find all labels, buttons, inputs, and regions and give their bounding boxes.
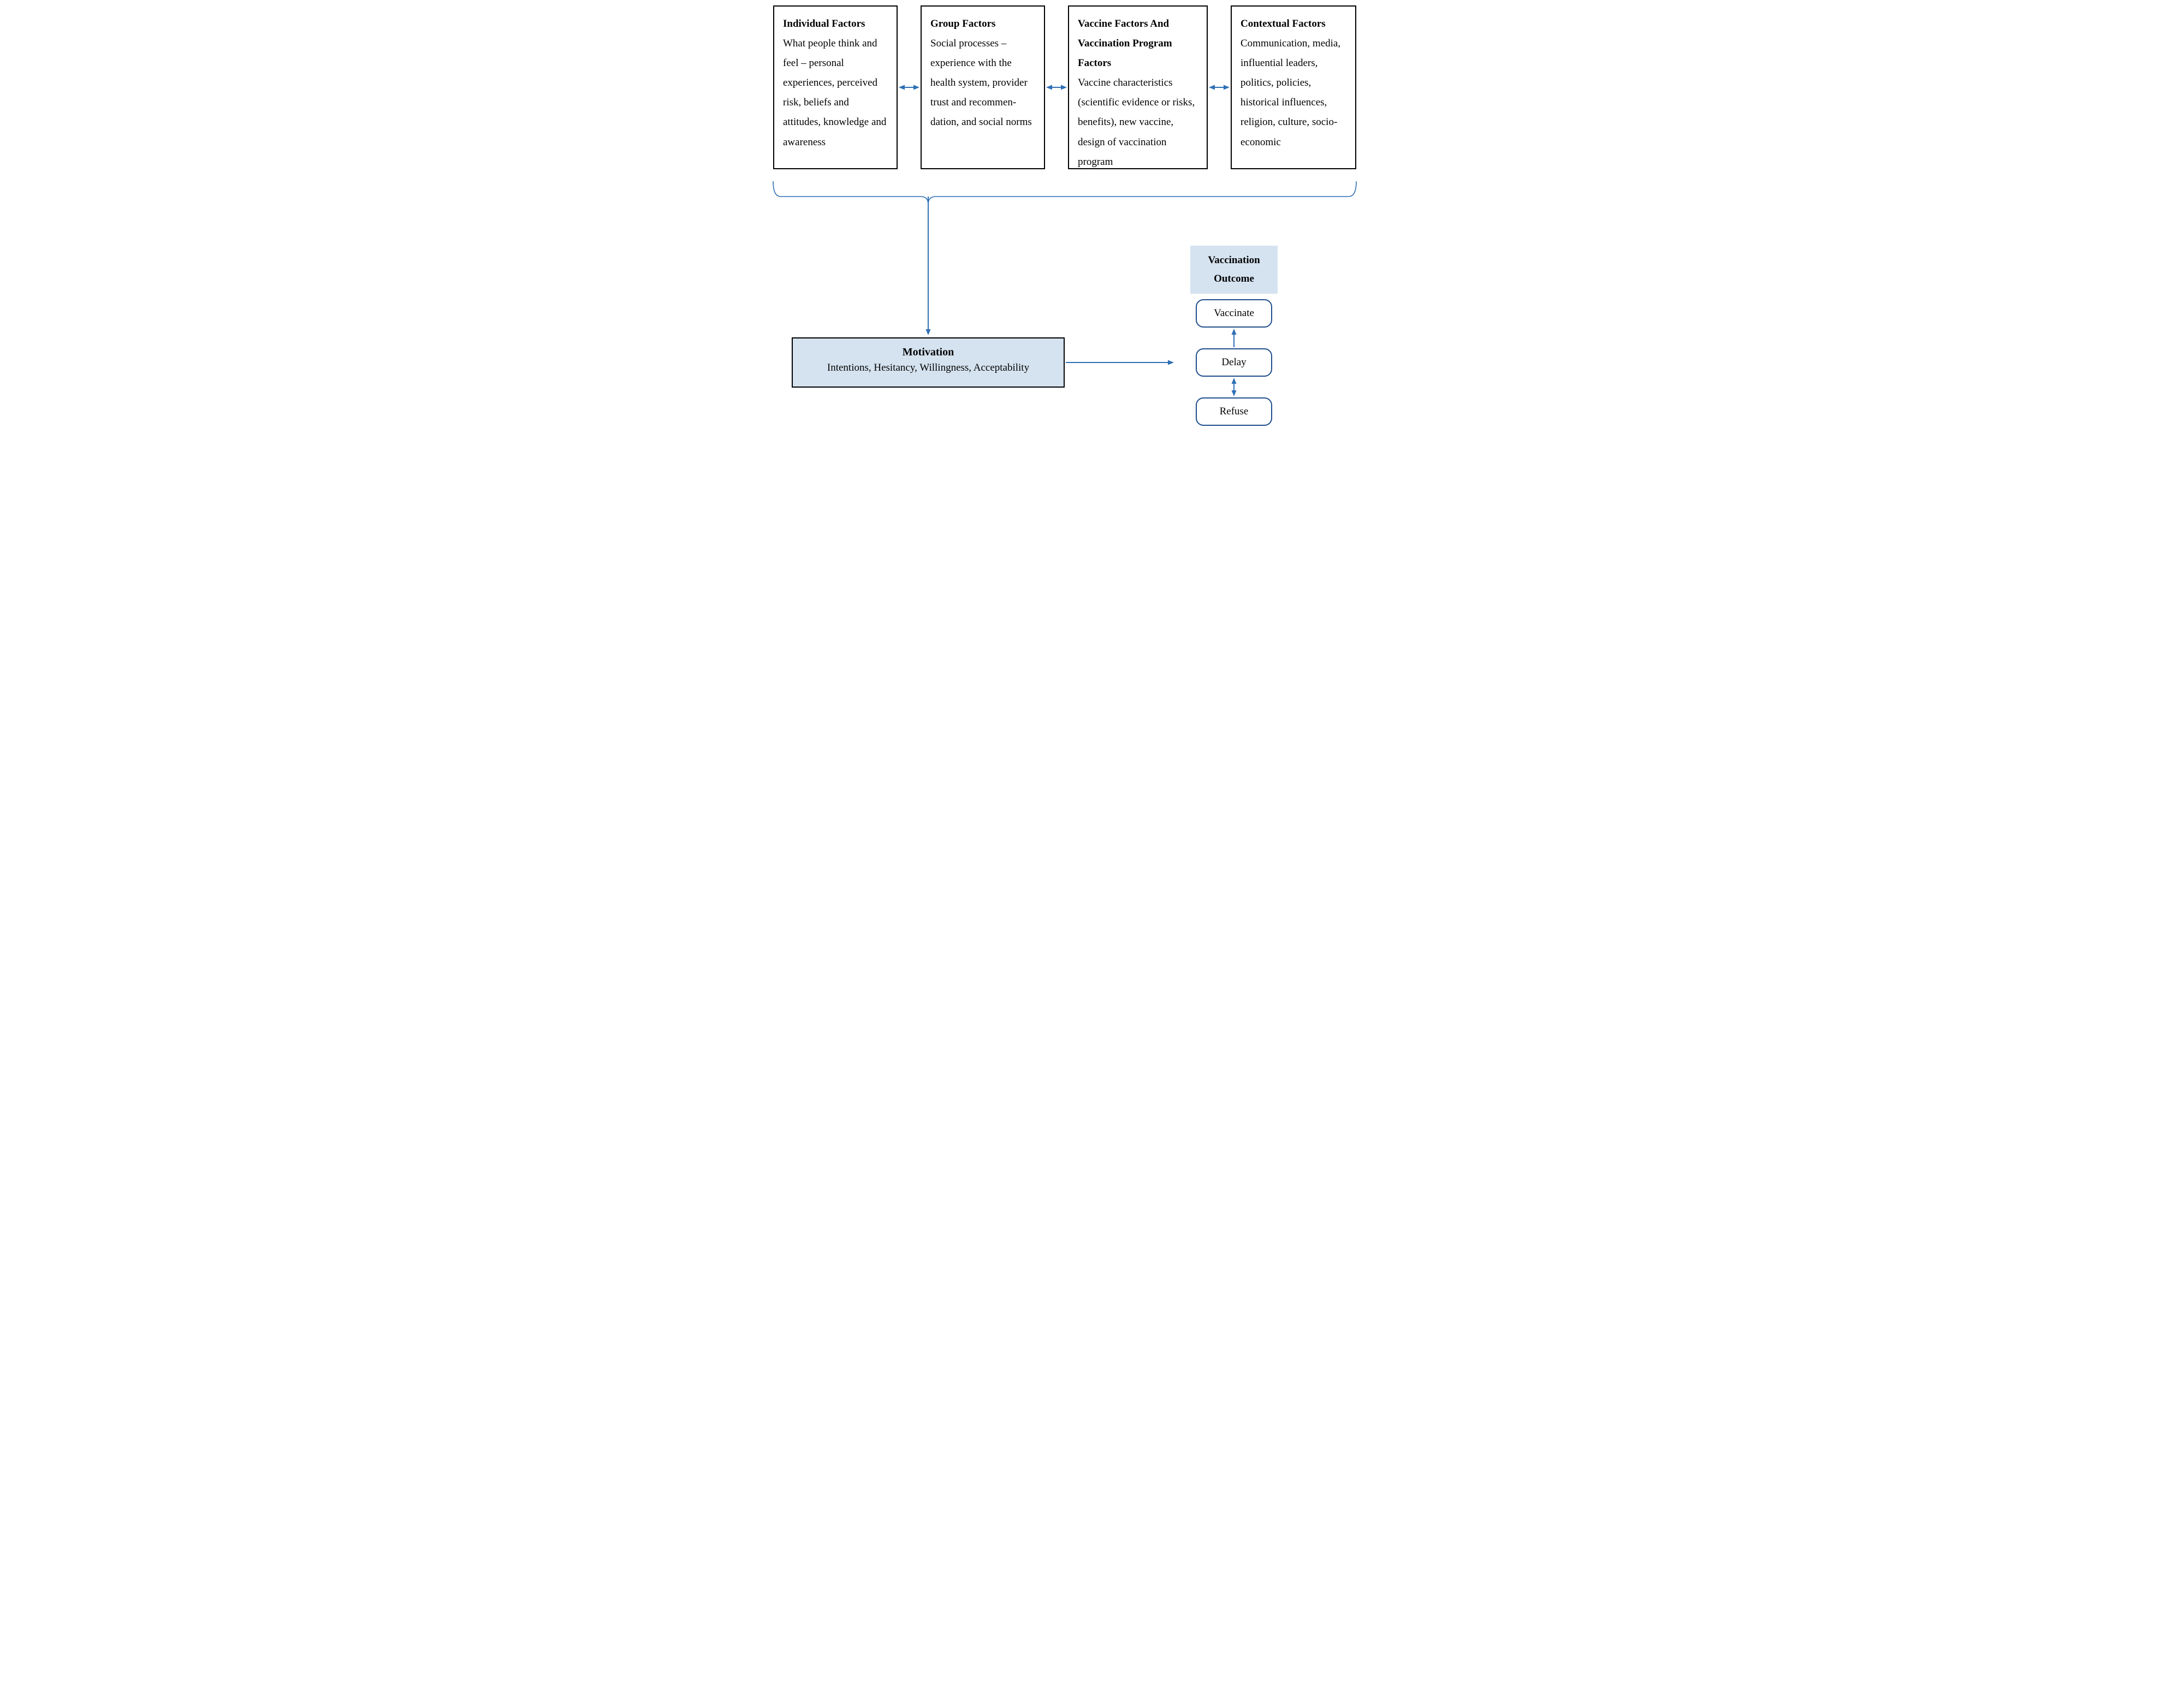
outcome-node-vaccinate: Vaccinate [1196, 299, 1272, 328]
motivation-body: Intentions, Hesitancy, Willingness, Acce… [798, 362, 1058, 374]
factor-body: Communication, media, influential leader… [1241, 38, 1340, 147]
motivation-box: Motivation Intentions, Hesitancy, Willin… [792, 337, 1065, 388]
outcome-node-label: Delay [1221, 356, 1246, 368]
outcome-label-line2: Outcome [1214, 273, 1254, 284]
motivation-title: Motivation [798, 346, 1058, 359]
factor-box-group: Group Factors Social processes – experie… [921, 5, 1045, 169]
diagram-canvas: Individual Factors What people think and… [764, 0, 1420, 507]
factor-title: Individual Factors [783, 18, 865, 29]
factor-title: Contextual Factors [1241, 18, 1326, 29]
outcome-label: Vaccination Outcome [1190, 246, 1278, 294]
factor-title: Vaccine Factors And Vaccination Program … [1078, 18, 1172, 69]
outcome-node-label: Vaccinate [1214, 307, 1254, 319]
factor-body: Vaccine characteristics (scientific evid… [1078, 77, 1195, 167]
factor-box-vaccine: Vaccine Factors And Vaccination Program … [1068, 5, 1208, 169]
outcome-node-label: Refuse [1220, 406, 1249, 418]
outcome-node-refuse: Refuse [1196, 397, 1272, 426]
factor-box-contextual: Contextual Factors Communication, media,… [1231, 5, 1356, 169]
factor-body: Social processes – experience with the h… [930, 38, 1032, 128]
outcome-node-delay: Delay [1196, 348, 1272, 377]
factor-body: What people think and feel – personal ex… [783, 38, 886, 147]
outcome-label-line1: Vaccination [1208, 254, 1260, 266]
factor-box-individual: Individual Factors What people think and… [773, 5, 898, 169]
factor-title: Group Factors [930, 18, 995, 29]
